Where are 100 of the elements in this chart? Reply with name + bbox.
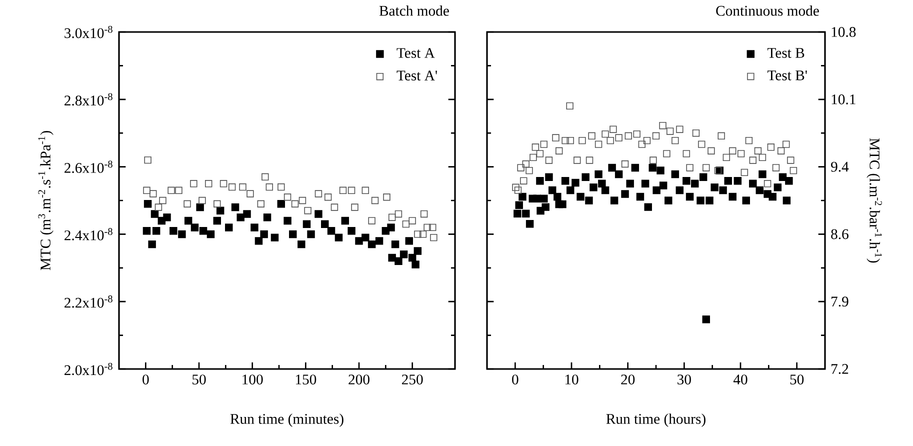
point — [429, 224, 436, 232]
point — [362, 186, 370, 194]
point — [199, 226, 208, 235]
point — [375, 237, 384, 245]
point — [339, 186, 347, 194]
point — [330, 204, 338, 211]
point — [405, 237, 414, 245]
y2-tick-label: 10.1 — [832, 94, 856, 104]
x-tick-label: 10 — [565, 374, 578, 384]
point — [672, 136, 679, 144]
point — [184, 216, 192, 225]
point — [321, 220, 329, 228]
point — [638, 140, 646, 148]
point — [168, 186, 175, 194]
point — [150, 190, 157, 198]
y-tick-label: 2.2x10$^{-8}$ — [64, 295, 112, 308]
point — [692, 130, 700, 137]
y-tick-label: 2.8x10$^{-8}$ — [64, 93, 112, 106]
point — [170, 226, 178, 235]
point — [348, 186, 356, 194]
x-tick-label: 150 — [296, 374, 316, 384]
point — [745, 136, 753, 144]
point — [633, 130, 640, 138]
point — [270, 234, 279, 242]
x-tick-label: 250 — [402, 374, 423, 384]
x-axis-title: Run time (minutes) — [230, 414, 344, 427]
x-tick-label: 0 — [142, 374, 149, 384]
point — [749, 156, 756, 164]
point — [314, 210, 322, 218]
point — [652, 132, 660, 140]
point — [213, 216, 222, 225]
point — [650, 156, 657, 164]
text: MTC (m$^{3}$.m$^{-2}$.s$^{-1}$.kPa$^{-1}$) — [38, 131, 54, 270]
point — [767, 144, 775, 151]
point — [394, 257, 402, 266]
legend-label: Test B' — [767, 70, 807, 80]
point — [420, 210, 428, 218]
point — [163, 213, 171, 222]
point — [566, 102, 574, 110]
y2-tick-label: 8.6 — [831, 229, 848, 240]
point — [214, 200, 221, 208]
x-tick-label: 20 — [621, 374, 635, 384]
point — [702, 164, 710, 172]
point — [239, 183, 246, 191]
x-axis-title: Run time (hours) — [606, 414, 706, 427]
point — [414, 230, 422, 238]
point — [383, 194, 390, 201]
y2-axis-title: MTC (l.m$^{-2}$.bar$^{-1}$.h$^{-1}$) — [866, 138, 882, 263]
point — [225, 224, 233, 232]
point — [520, 177, 528, 184]
point — [250, 224, 258, 232]
point — [754, 147, 762, 154]
point — [154, 204, 162, 211]
point — [368, 217, 376, 224]
point — [355, 237, 363, 245]
point — [284, 194, 292, 201]
y-tick-label: 2.6x10$^{-8}$ — [64, 160, 112, 173]
point — [552, 134, 560, 142]
point — [262, 173, 269, 181]
point — [758, 154, 766, 162]
legend-label: Test B — [767, 48, 804, 58]
point — [615, 134, 622, 142]
y2-tick-label: 7.2 — [832, 364, 848, 374]
point — [277, 200, 286, 208]
point — [522, 160, 530, 168]
point — [254, 237, 263, 245]
point — [205, 180, 212, 188]
point — [152, 226, 160, 235]
x-tick-label: 100 — [242, 374, 263, 384]
point — [412, 260, 420, 268]
point — [388, 214, 396, 221]
point — [545, 156, 553, 164]
point — [298, 240, 306, 248]
point — [175, 186, 182, 194]
point — [643, 136, 651, 144]
point — [530, 154, 537, 162]
point — [562, 136, 569, 144]
point — [348, 226, 356, 235]
point — [394, 210, 402, 218]
y-tick-label: 2.4x10$^{-8}$ — [64, 228, 112, 240]
point — [388, 254, 396, 262]
point — [782, 140, 790, 148]
x-tick-label: 40 — [733, 374, 748, 384]
x-tick-label: 200 — [348, 374, 370, 384]
point — [512, 184, 520, 191]
point — [556, 147, 563, 154]
point — [196, 203, 204, 212]
point — [578, 136, 586, 144]
point — [387, 224, 395, 232]
point — [610, 126, 617, 133]
point — [419, 230, 427, 238]
point — [334, 234, 343, 242]
point — [540, 140, 548, 148]
point — [624, 132, 632, 140]
point — [190, 180, 198, 188]
point — [327, 226, 336, 235]
point — [246, 190, 254, 198]
point — [368, 240, 376, 248]
point — [400, 250, 408, 258]
x-tick-label: 30 — [678, 374, 691, 384]
